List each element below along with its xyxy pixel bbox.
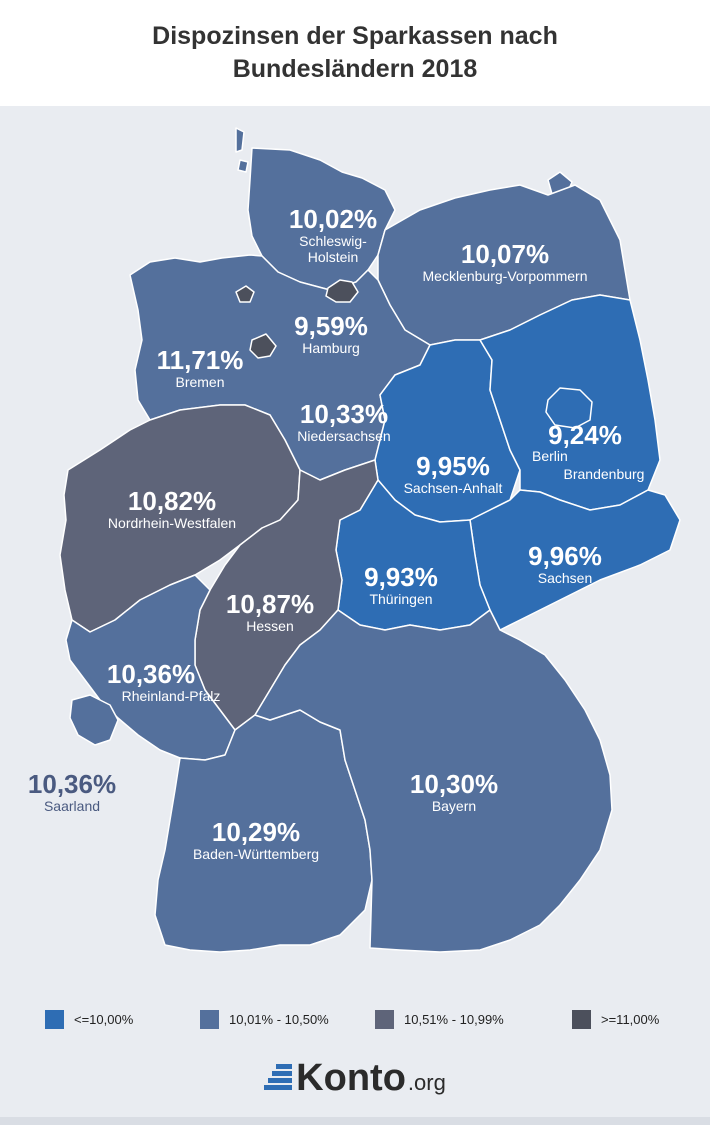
name-mecklenburg: Mecklenburg-Vorpommern: [422, 268, 588, 284]
region-hamburg: [325, 279, 359, 303]
label-hessen: 10,87% Hessen: [210, 590, 330, 634]
brand-name: Konto: [296, 1057, 406, 1099]
legend-swatch-2: [200, 1010, 219, 1029]
region-bremen: [235, 285, 277, 359]
label-hamburg: 9,59% Hamburg: [276, 312, 386, 356]
name-sachsen: Sachsen: [537, 570, 593, 586]
pct-bremen: 11,71%: [156, 345, 244, 375]
label-berlin-name: Berlin: [532, 448, 572, 464]
legend-swatch-4: [572, 1010, 591, 1029]
legend: <=10,00% 10,01% - 10,50% 10,51% - 10,99%…: [0, 1010, 710, 1034]
pct-rheinland-pfalz: 10,36%: [106, 659, 196, 689]
label-niedersachsen: 10,33% Niedersachsen: [282, 400, 406, 444]
konto-stairs-icon: [264, 1064, 293, 1090]
name-nrw: Nordrhein-Westfalen: [107, 515, 237, 531]
legend-label-3: 10,51% - 10,99%: [404, 1012, 504, 1027]
name-baden-wuerttemberg: Baden-Württemberg: [192, 846, 320, 862]
pct-thueringen: 9,93%: [364, 562, 438, 592]
label-nrw: 10,82% Nordrhein-Westfalen: [82, 487, 262, 531]
legend-swatch-3: [375, 1010, 394, 1029]
label-brandenburg-name: Brandenburg: [556, 466, 652, 482]
pct-bayern: 10,30%: [409, 769, 499, 799]
pct-schleswig-holstein: 10,02%: [288, 204, 378, 234]
name-hessen: Hessen: [246, 618, 294, 634]
name-rheinland-pfalz: Rheinland-Pfalz: [121, 688, 221, 704]
name-hamburg: Hamburg: [302, 340, 360, 356]
pct-nrw: 10,82%: [127, 486, 217, 516]
label-sachsen-anhalt: 9,95% Sachsen-Anhalt: [390, 452, 516, 496]
title-line-2: Bundesländern 2018: [232, 55, 478, 83]
label-bremen: 11,71% Bremen: [140, 346, 260, 390]
name-thueringen: Thüringen: [369, 591, 433, 607]
label-saarland: 10,36% Saarland: [22, 770, 122, 814]
title-line-1: Dispozinsen der Sparkassen nach: [152, 22, 558, 50]
legend-label-4: >=11,00%: [601, 1012, 660, 1027]
label-baden-wuerttemberg: 10,29% Baden-Württemberg: [176, 818, 336, 862]
pct-berlin: 9,24%: [548, 420, 622, 450]
pct-baden-wuerttemberg: 10,29%: [211, 817, 301, 847]
name-schleswig-holstein: Schleswig-: [299, 233, 367, 249]
brand-logo: Konto .org: [0, 1058, 710, 1098]
pct-hamburg: 9,59%: [294, 311, 368, 341]
pct-saarland: 10,36%: [27, 769, 117, 799]
pct-sachsen: 9,96%: [528, 541, 602, 571]
legend-label-2: 10,01% - 10,50%: [229, 1012, 329, 1027]
region-saarland: [69, 694, 119, 746]
name-bayern: Bayern: [431, 798, 477, 814]
pct-niedersachsen: 10,33%: [299, 399, 389, 429]
name-saarland: Saarland: [43, 798, 101, 814]
region-berlin: [545, 387, 593, 429]
label-sachsen: 9,96% Sachsen: [510, 542, 620, 586]
header: Dispozinsen der Sparkassen nach Bundeslä…: [0, 0, 710, 106]
label-rheinland-pfalz: 10,36% Rheinland-Pfalz: [76, 660, 226, 704]
legend-item-4: >=11,00%: [572, 1010, 659, 1029]
label-mecklenburg: 10,07% Mecklenburg-Vorpommern: [385, 240, 625, 284]
region-rheinland-pfalz: [65, 574, 236, 761]
pct-hessen: 10,87%: [225, 589, 315, 619]
legend-swatch-1: [45, 1010, 64, 1029]
legend-item-3: 10,51% - 10,99%: [375, 1010, 504, 1029]
name-sachsen-anhalt: Sachsen-Anhalt: [403, 480, 503, 496]
pct-sachsen-anhalt: 9,95%: [416, 451, 490, 481]
name-brandenburg: Brandenburg: [563, 466, 645, 482]
name-niedersachsen: Niedersachsen: [297, 428, 391, 444]
label-berlin: 9,24%: [535, 421, 635, 449]
legend-item-2: 10,01% - 10,50%: [200, 1010, 329, 1029]
brand-tld: .org: [407, 1070, 446, 1095]
name-bremen: Bremen: [175, 374, 225, 390]
footer-bar: [0, 1117, 710, 1125]
pct-mecklenburg: 10,07%: [460, 239, 550, 269]
name2-schleswig-holstein: Holstein: [307, 249, 359, 265]
region-bayern: [254, 609, 613, 953]
name-berlin: Berlin: [532, 448, 568, 464]
label-bayern: 10,30% Bayern: [394, 770, 514, 814]
label-schleswig-holstein: 10,02% Schleswig- Holstein: [278, 205, 388, 265]
legend-label-1: <=10,00%: [74, 1012, 134, 1027]
germany-map: [59, 127, 681, 953]
legend-item-1: <=10,00%: [45, 1010, 133, 1029]
label-thueringen: 9,93% Thüringen: [346, 563, 456, 607]
